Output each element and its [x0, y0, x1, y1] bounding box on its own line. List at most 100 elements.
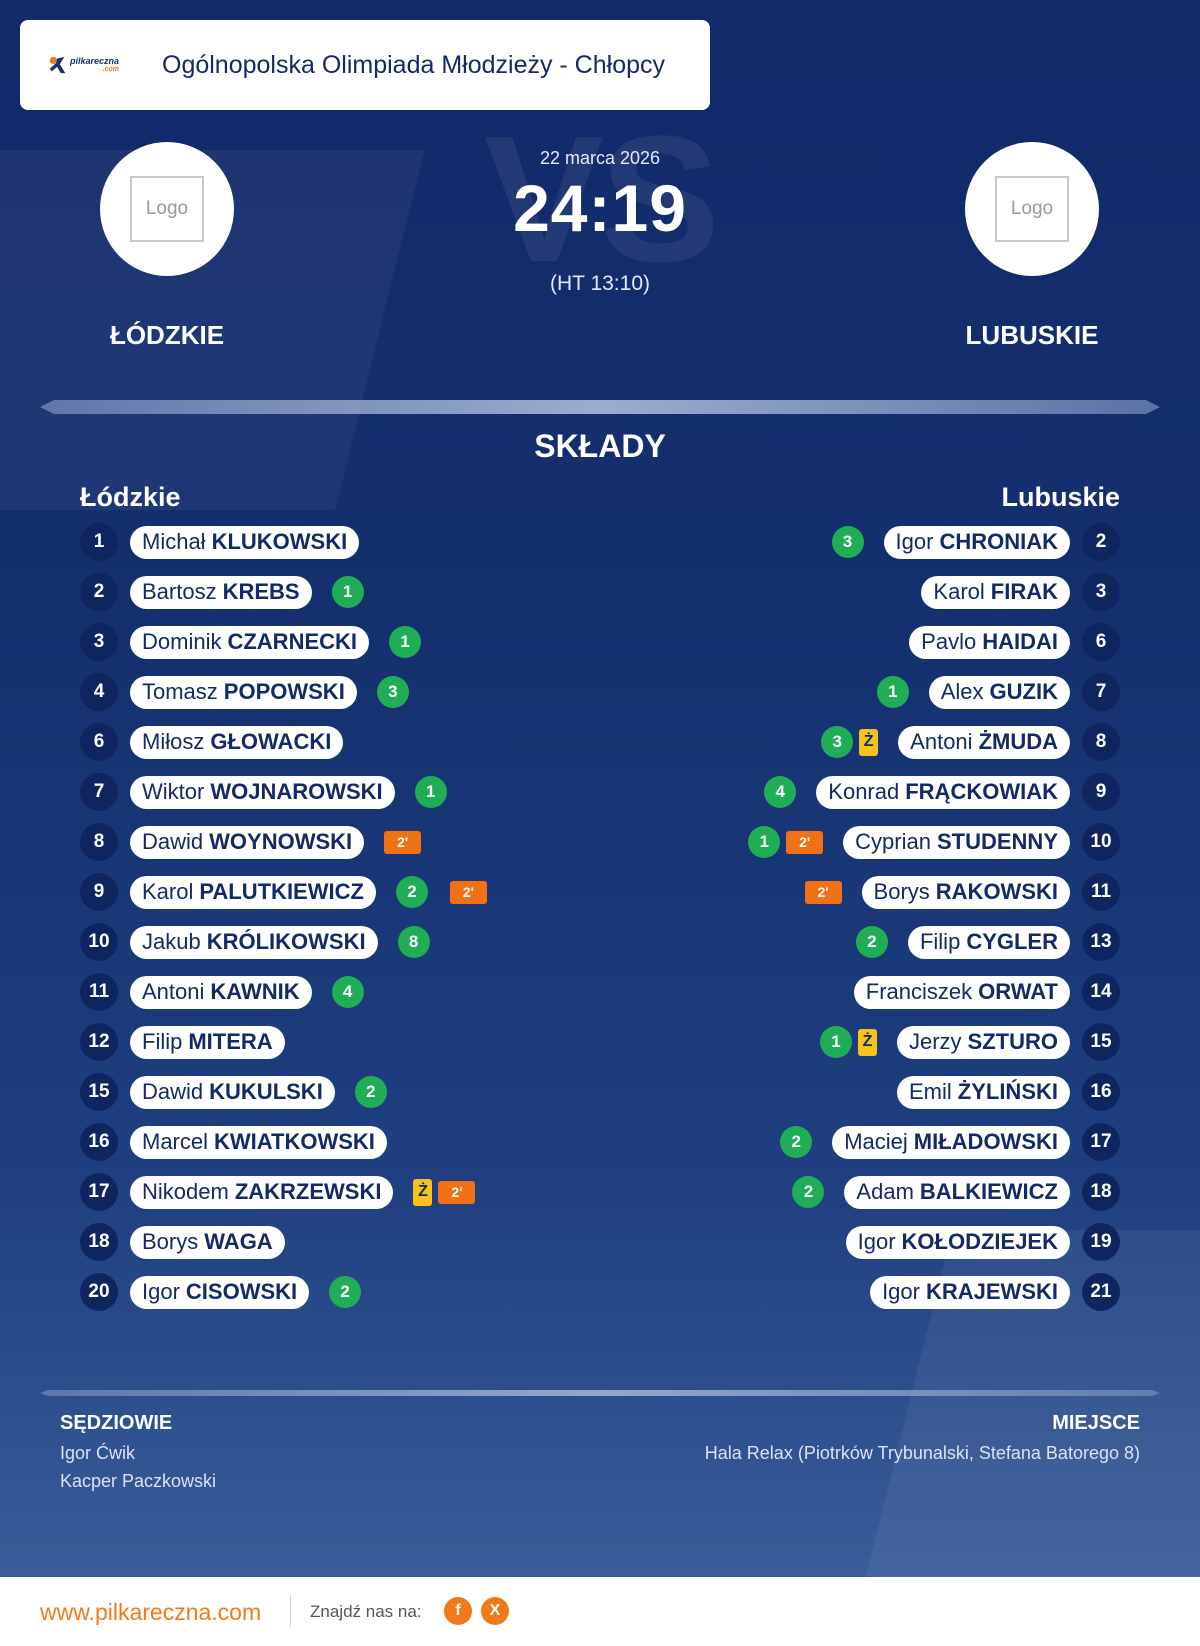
player-first-name: Jakub [142, 929, 201, 954]
goals-badge: 2 [792, 1176, 825, 1208]
player-name[interactable]: Wiktor WOJNAROWSKI [130, 775, 395, 809]
shirt-number: 3 [1082, 573, 1120, 611]
player-name[interactable]: Tomasz POPOWSKI [130, 675, 357, 709]
player-row: 9 Karol PALUTKIEWICZ 2 2' [80, 872, 487, 912]
player-name[interactable]: Bartosz KREBS [130, 575, 312, 609]
player-first-name: Dominik [142, 629, 222, 654]
shirt-number: 8 [1082, 723, 1120, 761]
player-name[interactable]: Jerzy SZTURO [896, 1025, 1070, 1059]
player-name[interactable]: Igor KRAJEWSKI [870, 1275, 1070, 1309]
brand-logo[interactable]: pilkareczna .com [48, 45, 138, 85]
x-icon[interactable]: X [481, 1597, 509, 1625]
suspension-badge: 2' [438, 1180, 476, 1204]
match-graphic: VS pilkareczna .com Ogólnopolska Olimpiad… [0, 0, 1200, 1577]
player-last-name: KLUKOWSKI [211, 529, 348, 554]
site-link[interactable]: www.pilkareczna.com [40, 1599, 262, 1625]
shirt-number: 14 [1082, 973, 1120, 1011]
player-row: 18 Borys WAGA [80, 1222, 305, 1262]
goals-badge: 4 [764, 776, 797, 808]
venue-text: Hala Relax (Piotrków Trybunalski, Stefan… [704, 1443, 1140, 1463]
player-first-name: Pavlo [921, 629, 977, 654]
player-last-name: KRÓLIKOWSKI [206, 929, 366, 954]
player-last-name: WOJNAROWSKI [210, 779, 383, 804]
player-name[interactable]: Igor CHRONIAK [883, 525, 1070, 559]
player-events: 1 [331, 576, 364, 608]
player-name[interactable]: Filip CYGLER [907, 925, 1070, 959]
goals-badge: 3 [821, 726, 854, 758]
shirt-number: 9 [80, 873, 118, 911]
player-row: 2' Borys RAKOWSKI 11 [804, 872, 1120, 912]
player-last-name: KREBS [222, 579, 300, 604]
player-name[interactable]: Antoni ŻMUDA [898, 725, 1070, 759]
player-last-name: CYGLER [966, 929, 1058, 954]
player-row: 2 Adam BALKIEWICZ 18 [792, 1172, 1120, 1212]
player-name[interactable]: Borys RAKOWSKI [861, 875, 1070, 909]
player-name[interactable]: Borys WAGA [130, 1225, 285, 1259]
divider [40, 400, 1160, 414]
player-name[interactable]: Alex GUZIK [928, 675, 1070, 709]
player-row: Igor KRAJEWSKI 21 [850, 1272, 1120, 1312]
player-row: 12 Filip MITERA [80, 1022, 305, 1062]
brand-name: pilkareczna [70, 56, 120, 66]
player-events: 2 [329, 1276, 362, 1308]
player-name[interactable]: Nikodem ZAKRZEWSKI [130, 1175, 394, 1209]
shirt-number: 12 [80, 1023, 118, 1061]
title-card: pilkareczna .com Ogólnopolska Olimpiada M… [20, 20, 710, 110]
player-events: 2 [792, 1176, 825, 1208]
player-name[interactable]: Emil ŻYLIŃSKI [896, 1075, 1070, 1109]
player-name[interactable]: Jakub KRÓLIKOWSKI [130, 925, 378, 959]
player-row: 20 Igor CISOWSKI 2 [80, 1272, 362, 1312]
player-name[interactable]: Dawid WOYNOWSKI [130, 825, 365, 859]
halftime-score: (HT 13:10) [550, 272, 650, 295]
player-first-name: Cyprian [855, 829, 931, 854]
goals-badge: 2 [329, 1276, 362, 1308]
player-row: 6 Miłosz GŁOWACKI [80, 722, 363, 762]
player-name[interactable]: Marcel KWIATKOWSKI [130, 1125, 387, 1159]
facebook-icon[interactable]: f [444, 1597, 472, 1625]
player-first-name: Jerzy [908, 1029, 962, 1054]
player-name[interactable]: Karol PALUTKIEWICZ [130, 875, 376, 909]
player-events: Ż 2' [413, 1178, 476, 1206]
ball-player-icon [49, 56, 66, 74]
player-name[interactable]: Adam BALKIEWICZ [844, 1175, 1070, 1209]
logo-placeholder: Logo [130, 176, 204, 242]
goals-badge: 1 [748, 826, 781, 858]
lineups-title: SKŁADY [534, 428, 666, 464]
yellow-card-icon: Ż [857, 1028, 877, 1056]
shirt-number: 6 [80, 723, 118, 761]
shirt-number: 8 [80, 823, 118, 861]
player-first-name: Alex [940, 679, 984, 704]
shirt-number: 17 [80, 1173, 118, 1211]
player-name[interactable]: Franciszek ORWAT [853, 975, 1070, 1009]
shirt-number: 16 [1082, 1073, 1120, 1111]
player-name[interactable]: Antoni KAWNIK [130, 975, 312, 1009]
player-last-name: GŁOWACKI [210, 729, 332, 754]
player-row: 3 Igor CHRONIAK 2 [831, 522, 1120, 562]
player-row: Pavlo HAIDAI 6 [889, 622, 1120, 662]
shirt-number: 18 [1082, 1173, 1120, 1211]
player-last-name: WAGA [204, 1229, 273, 1254]
player-first-name: Dawid [142, 829, 204, 854]
player-events: 3 [831, 526, 864, 558]
shirt-number: 7 [80, 773, 118, 811]
player-name[interactable]: Maciej MIŁADOWSKI [832, 1125, 1070, 1159]
player-name[interactable]: Karol FIRAK [921, 575, 1070, 609]
player-name[interactable]: Miłosz GŁOWACKI [130, 725, 344, 759]
away-team-name: LUBUSKIE [965, 320, 1099, 350]
player-name[interactable]: Cyprian STUDENNY [843, 825, 1070, 859]
player-name[interactable]: Konrad FRĄCKOWIAK [816, 775, 1070, 809]
player-name[interactable]: Dawid KUKULSKI [130, 1075, 335, 1109]
goals-badge: 2 [395, 876, 428, 908]
shirt-number: 10 [80, 923, 118, 961]
player-name[interactable]: Pavlo HAIDAI [909, 625, 1070, 659]
player-last-name: PALUTKIEWICZ [199, 879, 364, 904]
yellow-card-icon: Ż [859, 728, 879, 756]
player-name[interactable]: Filip MITERA [130, 1025, 285, 1059]
player-row: 15 Dawid KUKULSKI 2 [80, 1072, 387, 1112]
player-name[interactable]: Igor CISOWSKI [130, 1275, 310, 1309]
player-name[interactable]: Igor KOŁODZIEJEK [845, 1225, 1070, 1259]
player-events: 4 [764, 776, 797, 808]
player-name[interactable]: Dominik CZARNECKI [130, 625, 370, 659]
player-name[interactable]: Michał KLUKOWSKI [130, 525, 360, 559]
